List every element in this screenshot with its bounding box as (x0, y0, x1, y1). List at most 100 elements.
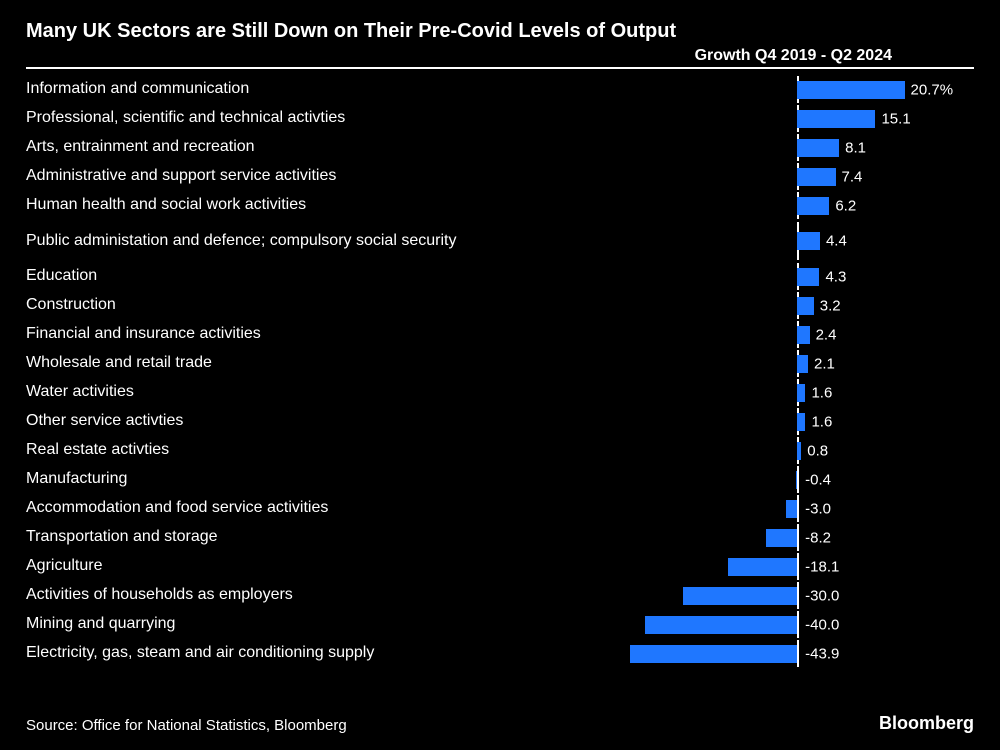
chart-row: Transportation and storage-8.2 (26, 523, 974, 552)
row-bar-area: 4.3 (581, 262, 974, 291)
chart-row: Construction 3.2 (26, 291, 974, 320)
row-label: Education (26, 267, 581, 285)
bar (786, 500, 797, 518)
row-bar-area: -40.0 (581, 610, 974, 639)
bar-value: 1.6 (811, 384, 832, 401)
row-label: Mining and quarrying (26, 615, 581, 633)
chart-row: Real estate activties 0.8 (26, 436, 974, 465)
row-label: Manufacturing (26, 470, 581, 488)
bar (630, 645, 797, 663)
zero-baseline (797, 582, 799, 609)
bar-value: 8.1 (845, 139, 866, 156)
bar-value: 4.4 (826, 233, 847, 250)
chart-row: Financial and insurance activities2.4 (26, 320, 974, 349)
chart-row: Administrative and support service activ… (26, 162, 974, 191)
row-label: Accommodation and food service activitie… (26, 499, 581, 517)
chart-row: Electricity, gas, steam and air conditio… (26, 639, 974, 668)
chart-row: Information and communication 20.7% (26, 75, 974, 104)
row-label: Real estate activties (26, 441, 581, 459)
bar-value: 0.8 (807, 442, 828, 459)
bar (645, 616, 797, 634)
row-bar-area: -43.9 (581, 639, 974, 668)
bar-value: 2.1 (814, 355, 835, 372)
row-bar-area: 2.4 (581, 320, 974, 349)
chart-subtitle: Growth Q4 2019 - Q2 2024 (26, 47, 974, 65)
row-bar-area: -8.2 (581, 523, 974, 552)
chart-row: Professional, scientific and technical a… (26, 104, 974, 133)
bar-value: 3.2 (820, 297, 841, 314)
chart-row: Education 4.3 (26, 262, 974, 291)
row-bar-area: 7.4 (581, 162, 974, 191)
chart-row: Accommodation and food service activitie… (26, 494, 974, 523)
bar (797, 384, 805, 402)
bar-value: -30.0 (805, 587, 839, 604)
row-label: Agriculture (26, 557, 581, 575)
row-label: Water activities (26, 383, 581, 401)
chart-row: Arts, entrainment and recreation 8.1 (26, 133, 974, 162)
chart-row: Manufacturing -0.4 (26, 465, 974, 494)
brand-text: Bloomberg (879, 713, 974, 734)
row-label: Human health and social work activities (26, 196, 581, 214)
row-label: Wholesale and retail trade (26, 354, 581, 372)
zero-baseline (797, 466, 799, 493)
bar (797, 413, 805, 431)
row-bar-area: 3.2 (581, 291, 974, 320)
bar-value: 6.2 (835, 197, 856, 214)
row-bar-area: -30.0 (581, 581, 974, 610)
row-label: Other service activties (26, 412, 581, 430)
row-bar-area: 8.1 (581, 133, 974, 162)
row-bar-area: 1.6 (581, 407, 974, 436)
row-label: Administrative and support service activ… (26, 167, 581, 185)
bar (797, 297, 814, 315)
chart-row: Activities of households as employers-30… (26, 581, 974, 610)
row-bar-area: 0.8 (581, 436, 974, 465)
row-label: Transportation and storage (26, 528, 581, 546)
chart-title: Many UK Sectors are Still Down on Their … (26, 20, 974, 43)
zero-baseline (797, 611, 799, 638)
bar-value: 20.7% (911, 81, 954, 98)
row-bar-area: -0.4 (581, 465, 974, 494)
chart-container: Many UK Sectors are Still Down on Their … (0, 0, 1000, 750)
zero-baseline (797, 524, 799, 551)
row-bar-area: 4.4 (581, 220, 974, 262)
chart-row: Mining and quarrying -40.0 (26, 610, 974, 639)
row-bar-area: -3.0 (581, 494, 974, 523)
row-bar-area: 15.1 (581, 104, 974, 133)
bar-value: -43.9 (805, 645, 839, 662)
bar (797, 355, 808, 373)
bar (728, 558, 797, 576)
bar (797, 232, 820, 250)
bar-value: -18.1 (805, 558, 839, 575)
row-label: Arts, entrainment and recreation (26, 138, 581, 156)
zero-baseline (797, 553, 799, 580)
row-label: Information and communication (26, 80, 581, 98)
chart-row: Other service activties 1.6 (26, 407, 974, 436)
row-label: Electricity, gas, steam and air conditio… (26, 644, 581, 662)
bar-value: -40.0 (805, 616, 839, 633)
bar-value: 4.3 (825, 268, 846, 285)
header-rule (26, 67, 974, 69)
chart-row: Human health and social work activities 6… (26, 191, 974, 220)
row-bar-area: -18.1 (581, 552, 974, 581)
row-bar-area: 20.7% (581, 75, 974, 104)
chart-row: Water activities 1.6 (26, 378, 974, 407)
row-bar-area: 6.2 (581, 191, 974, 220)
chart-row: Public administation and defence; compul… (26, 220, 974, 262)
bar (797, 81, 904, 99)
row-label: Construction (26, 296, 581, 314)
bar (766, 529, 797, 547)
bar-value: 15.1 (881, 110, 910, 127)
bar (797, 197, 829, 215)
row-bar-area: 1.6 (581, 378, 974, 407)
bar (797, 326, 809, 344)
row-label: Financial and insurance activities (26, 325, 581, 343)
bar-value: 1.6 (811, 413, 832, 430)
source-text: Source: Office for National Statistics, … (26, 717, 347, 734)
zero-baseline (797, 495, 799, 522)
bar-value: -0.4 (805, 471, 831, 488)
chart-body: Information and communication 20.7% Profes… (26, 75, 974, 707)
row-label: Public administation and defence; compul… (26, 232, 581, 250)
chart-footer: Source: Office for National Statistics, … (26, 713, 974, 734)
bar (797, 168, 835, 186)
bar (797, 442, 801, 460)
